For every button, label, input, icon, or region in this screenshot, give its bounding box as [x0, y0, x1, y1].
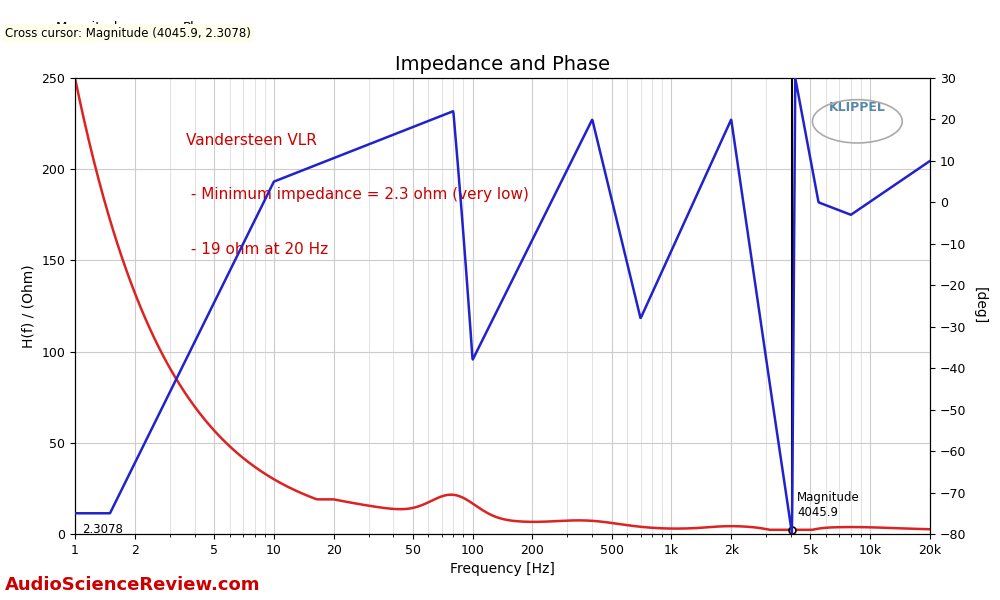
Text: - 19 ohm at 20 Hz: - 19 ohm at 20 Hz [186, 242, 328, 257]
Legend: Magnitude, Phase: Magnitude, Phase [7, 16, 228, 39]
X-axis label: Frequency [Hz]: Frequency [Hz] [450, 562, 555, 576]
Y-axis label: [deg]: [deg] [973, 287, 987, 325]
Text: - Minimum impedance = 2.3 ohm (very low): - Minimum impedance = 2.3 ohm (very low) [186, 187, 529, 202]
Title: Impedance and Phase: Impedance and Phase [395, 55, 610, 74]
Text: Cross cursor: Magnitude (4045.9, 2.3078): Cross cursor: Magnitude (4045.9, 2.3078) [5, 27, 251, 40]
Text: 2.3078: 2.3078 [82, 523, 123, 536]
Text: KLIPPEL: KLIPPEL [829, 101, 886, 114]
Text: Magnitude
4045.9: Magnitude 4045.9 [797, 491, 860, 520]
Text: AudioScienceReview.com: AudioScienceReview.com [5, 576, 260, 594]
Y-axis label: H(f) / (Ohm): H(f) / (Ohm) [22, 264, 36, 348]
Text: Vandersteen VLR: Vandersteen VLR [186, 133, 317, 148]
